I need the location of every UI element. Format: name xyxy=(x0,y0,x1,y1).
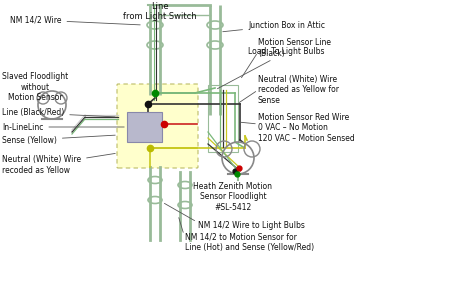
FancyBboxPatch shape xyxy=(117,84,198,168)
Text: Motion Sensor Line
(Black): Motion Sensor Line (Black) xyxy=(258,38,331,58)
Text: Line (Black/Red): Line (Black/Red) xyxy=(2,109,115,118)
Text: Neutral (White) Wire
recoded as Yellow for
Sense: Neutral (White) Wire recoded as Yellow f… xyxy=(258,75,339,105)
Text: Neutral (White) Wire
recoded as Yellow: Neutral (White) Wire recoded as Yellow xyxy=(2,153,115,175)
Text: NM 14/2 to Motion Sensor for
Line (Hot) and Sense (Yellow/Red): NM 14/2 to Motion Sensor for Line (Hot) … xyxy=(185,232,314,252)
Text: NM 14/2 Wire: NM 14/2 Wire xyxy=(10,16,140,25)
Text: Load: To Light Bulbs: Load: To Light Bulbs xyxy=(218,47,325,89)
Bar xyxy=(208,85,238,152)
Text: Heath Zenith Motion
Sensor Floodlight
#SL-5412: Heath Zenith Motion Sensor Floodlight #S… xyxy=(193,182,273,212)
Text: In-LineLinc: In-LineLinc xyxy=(2,122,124,131)
Text: Junction Box in Attic: Junction Box in Attic xyxy=(223,20,325,32)
Text: NM 14/2 Wire to Light Bulbs: NM 14/2 Wire to Light Bulbs xyxy=(198,220,305,230)
Text: Slaved Floodlight
without
Motion Sensor: Slaved Floodlight without Motion Sensor xyxy=(2,72,68,102)
Text: Line
from Light Switch: Line from Light Switch xyxy=(123,2,197,21)
Bar xyxy=(127,112,162,142)
Text: Motion Sensor Red Wire
0 VAC – No Motion
120 VAC – Motion Sensed: Motion Sensor Red Wire 0 VAC – No Motion… xyxy=(258,113,355,143)
Text: Sense (Yellow): Sense (Yellow) xyxy=(2,135,115,145)
